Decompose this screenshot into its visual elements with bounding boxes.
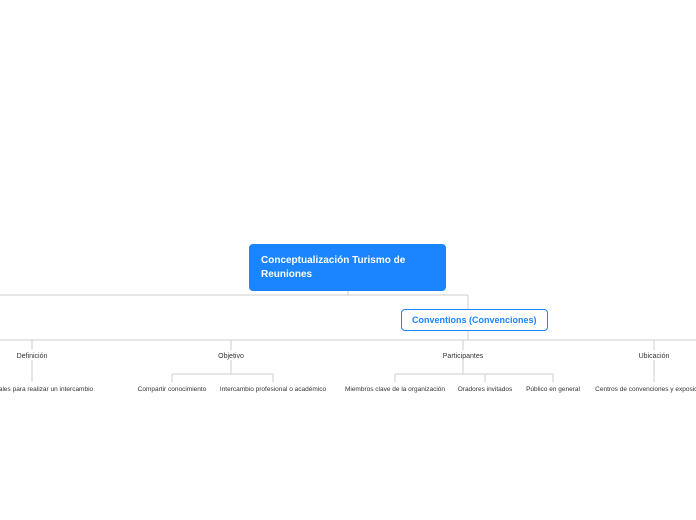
leaf-label: Público en general bbox=[526, 386, 580, 393]
root-label-line2: Reuniones bbox=[261, 268, 434, 282]
leaf-label: Oradores invitados bbox=[458, 386, 513, 393]
category-label: Objetivo bbox=[218, 353, 244, 360]
category-label: Definición bbox=[17, 353, 48, 360]
category-label: Participantes bbox=[443, 353, 483, 360]
leaf-label: ales para realizar un intercambio bbox=[0, 386, 93, 393]
root-node[interactable]: Conceptualización Turismo de Reuniones bbox=[249, 244, 446, 291]
leaf-label: Intercambio profesional o académico bbox=[220, 386, 326, 393]
leaf-label: Compartir conocimiento bbox=[138, 386, 207, 393]
leaf-label: Miembros clave de la organización bbox=[345, 386, 445, 393]
child-node-conventions[interactable]: Conventions (Convenciones) bbox=[401, 309, 548, 331]
leaf-label: Centros de convenciones y exposici bbox=[595, 386, 696, 393]
category-label: Ubicación bbox=[639, 353, 670, 360]
mindmap-canvas: Conceptualización Turismo de Reuniones C… bbox=[0, 0, 696, 520]
root-label-line1: Conceptualización Turismo de bbox=[261, 254, 434, 268]
child-node-label: Conventions (Convenciones) bbox=[412, 315, 537, 325]
